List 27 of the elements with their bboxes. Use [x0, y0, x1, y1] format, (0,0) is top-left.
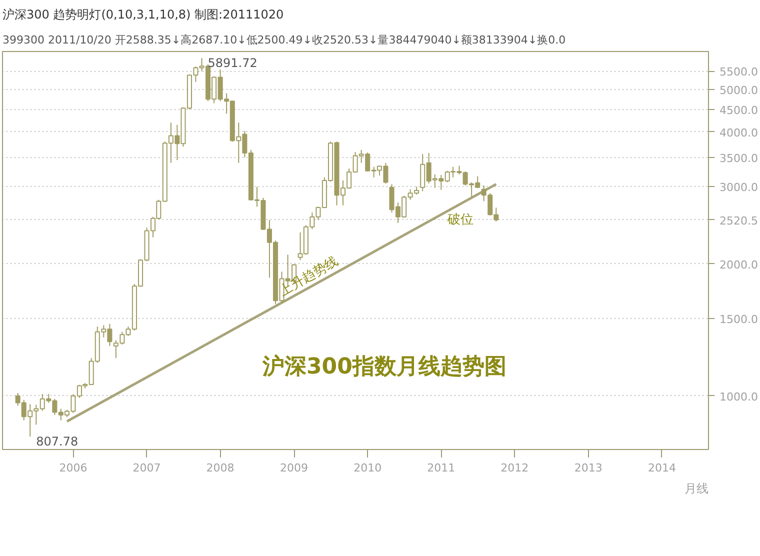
- x-tick-label: 2010: [354, 462, 382, 474]
- y-tick-label: 1000.0: [720, 390, 758, 404]
- y-tick-label: 1500.0: [720, 313, 758, 326]
- annotation: 5891.72: [208, 56, 258, 70]
- x-tick-label: 2012: [500, 462, 529, 474]
- annotation: 破位: [446, 212, 474, 228]
- x-tick-label: 2008: [206, 462, 234, 474]
- x-tick-label: 2011: [427, 462, 456, 474]
- y-tick-label: 4000.0: [720, 126, 758, 140]
- annotation: 上升趋势线: [277, 254, 341, 300]
- chart-subtitle: 沪深300 趋势明灯(0,10,3,1,10,8) 制图:20111020: [2, 8, 284, 22]
- text: 沪深300指数月线趋势图: [262, 354, 506, 380]
- x-tick-label: 2007: [132, 462, 161, 474]
- x-tick-label: 2006: [59, 462, 88, 474]
- y-tick-label: 3500.0: [720, 152, 758, 165]
- annotation: 807.78: [36, 434, 78, 449]
- y-tick-label: 5500.0: [720, 66, 758, 79]
- x-tick-label: 2009: [280, 462, 308, 474]
- y-tick-label: 3000.0: [720, 181, 758, 194]
- text: 399300 2011/10/20 开2588.35↓高2687.10↓低2500.49↓收2520.53↓量384479040↓额38133904↓换0.0: [2, 34, 566, 46]
- x-tick-label: 2013: [574, 462, 602, 474]
- x-tick-label: 2014: [648, 462, 676, 474]
- x-axis-title: 月线: [684, 482, 708, 496]
- y-tick-label: 5000.0: [720, 84, 758, 97]
- y-tick-label: 2000.0: [720, 258, 758, 272]
- y-tick-label: 4500.0: [720, 104, 758, 117]
- y-tick-label: 2520.5: [720, 214, 758, 228]
